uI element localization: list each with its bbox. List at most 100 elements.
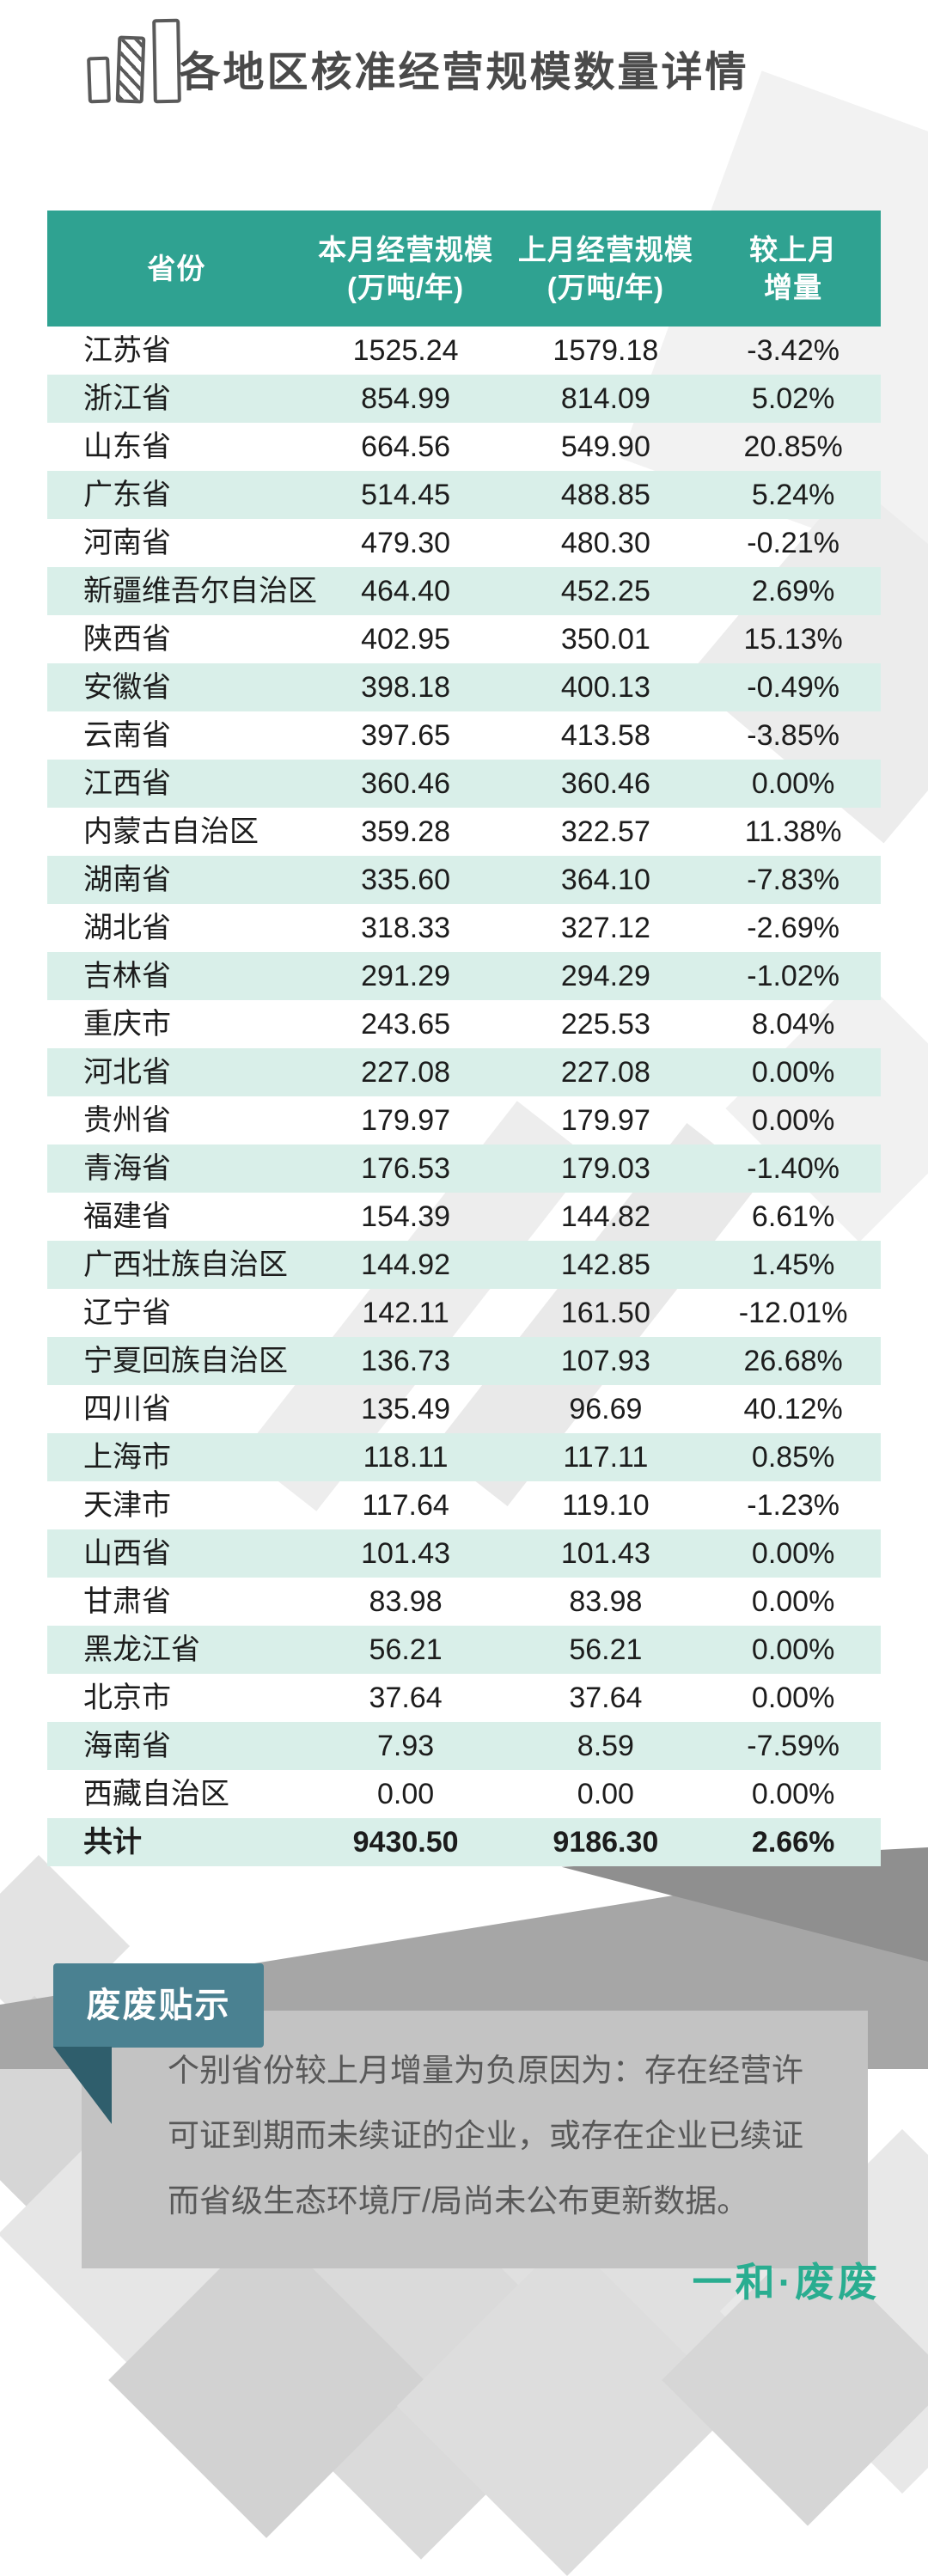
value-cell: 364.10	[560, 864, 650, 896]
province-cell: 山西省	[83, 1537, 171, 1570]
column-header-change: 较上月 增量	[705, 211, 881, 327]
value-cell: 144.82	[560, 1200, 650, 1233]
value-cell: 161.50	[560, 1297, 650, 1329]
value-cell: 179.97	[560, 1104, 650, 1137]
value-cell: 413.58	[560, 719, 650, 752]
value-cell: 360.46	[361, 767, 451, 800]
value-cell: 452.25	[560, 575, 650, 607]
province-cell: 陕西省	[83, 623, 171, 656]
value-cell: 294.29	[560, 960, 650, 992]
column-header-line: 本月经营规模	[318, 233, 494, 266]
table-row: 广西壮族自治区 144.92 142.85 1.45%	[47, 1241, 881, 1289]
value-cell: 514.45	[361, 479, 451, 511]
table-row: 内蒙古自治区 359.28 322.57 11.38%	[47, 808, 881, 856]
value-cell: 83.98	[369, 1585, 443, 1618]
value-cell: 135.49	[361, 1393, 451, 1425]
province-cell: 宁夏回族自治区	[83, 1345, 288, 1377]
value-cell: 119.10	[562, 1489, 650, 1522]
note-tab-fold	[53, 2047, 112, 2124]
table-row: 湖南省 335.60 364.10 -7.83%	[47, 856, 881, 904]
value-cell: 83.98	[569, 1585, 643, 1618]
column-header-line: (万吨/年)	[347, 271, 465, 303]
table-row: 浙江省 854.99 814.09 5.02%	[47, 375, 881, 423]
province-cell: 安徽省	[83, 671, 171, 704]
table-row: 北京市 37.64 37.64 0.00%	[47, 1674, 881, 1722]
value-cell: 101.43	[361, 1537, 451, 1570]
column-header-line: 较上月	[749, 233, 838, 266]
page-title: 各地区核准经营规模数量详情	[179, 50, 749, 95]
value-cell: 15.13%	[743, 623, 843, 656]
value-cell: 350.01	[560, 623, 650, 656]
value-cell: 144.92	[361, 1248, 451, 1281]
province-cell: 广西壮族自治区	[83, 1248, 288, 1281]
value-cell: 0.00%	[751, 1537, 835, 1570]
value-cell: -12.01%	[738, 1297, 848, 1329]
value-cell: 0.00%	[751, 1104, 835, 1137]
value-cell: 0.00%	[751, 1778, 835, 1810]
value-cell: 8.59	[577, 1730, 634, 1762]
value-cell: -3.42%	[747, 334, 839, 367]
value-cell: -2.69%	[747, 912, 839, 944]
column-header-line: 上月经营规模	[517, 233, 693, 266]
total-label-cell: 共计	[83, 1826, 142, 1859]
note-text: 个别省份较上月增量为负原因为：存在经营许可证到期而未续证的企业，或存在企业已续证…	[168, 2053, 803, 2219]
table-row: 湖北省 318.33 327.12 -2.69%	[47, 904, 881, 952]
value-cell: 56.21	[369, 1633, 443, 1666]
value-cell: 1579.18	[553, 334, 659, 367]
province-cell: 新疆维吾尔自治区	[83, 575, 317, 607]
table-row: 重庆市 243.65 225.53 8.04%	[47, 1000, 881, 1048]
province-cell: 上海市	[83, 1441, 171, 1474]
value-cell: 176.53	[361, 1152, 451, 1185]
value-cell: 318.33	[361, 912, 451, 944]
table-row: 黑龙江省 56.21 56.21 0.00%	[47, 1626, 881, 1674]
value-cell: 2.69%	[751, 575, 835, 607]
value-cell: 0.00%	[751, 1056, 835, 1089]
value-cell: 814.09	[560, 382, 650, 415]
value-cell: 227.08	[560, 1056, 650, 1089]
note-panel: 个别省份较上月增量为负原因为：存在经营许可证到期而未续证的企业，或存在企业已续证…	[82, 2011, 868, 2268]
value-cell: 142.85	[560, 1248, 650, 1281]
value-cell: 0.00	[577, 1778, 634, 1810]
table-row: 云南省 397.65 413.58 -3.85%	[47, 711, 881, 760]
province-cell: 山东省	[83, 430, 171, 463]
value-cell: 8.04%	[751, 1008, 835, 1041]
province-cell: 甘肃省	[83, 1585, 171, 1618]
province-cell: 海南省	[83, 1730, 171, 1762]
value-cell: 291.29	[361, 960, 451, 992]
value-cell: 26.68%	[743, 1345, 843, 1377]
value-cell: 549.90	[560, 430, 650, 463]
province-cell: 云南省	[83, 719, 171, 752]
value-cell: 56.21	[569, 1633, 643, 1666]
value-cell: 227.08	[361, 1056, 451, 1089]
table-row: 甘肃省 83.98 83.98 0.00%	[47, 1578, 881, 1626]
table-row: 西藏自治区 0.00 0.00 0.00%	[47, 1770, 881, 1818]
value-cell: 0.00%	[751, 1682, 835, 1714]
value-cell: 402.95	[361, 623, 451, 656]
value-cell: 179.03	[560, 1152, 650, 1185]
province-cell: 四川省	[83, 1393, 171, 1425]
value-cell: 20.85%	[743, 430, 843, 463]
value-cell: 480.30	[560, 527, 650, 559]
province-cell: 江西省	[83, 767, 171, 800]
table-row: 四川省 135.49 96.69 40.12%	[47, 1385, 881, 1433]
column-header-previous-month: 上月经营规模 (万吨/年)	[505, 211, 705, 327]
table-row: 新疆维吾尔自治区 464.40 452.25 2.69%	[47, 567, 881, 615]
value-cell: 117.11	[563, 1441, 649, 1474]
province-cell: 江苏省	[83, 334, 171, 367]
column-header-province: 省份	[47, 211, 306, 327]
province-cell: 广东省	[83, 479, 171, 511]
table-total-row: 共计 9430.50 9186.30 2.66%	[47, 1818, 881, 1866]
value-cell: 0.00%	[751, 767, 835, 800]
value-cell: 322.57	[560, 815, 650, 848]
value-cell: 5.02%	[751, 382, 835, 415]
value-cell: 0.85%	[751, 1441, 835, 1474]
value-cell: 37.64	[569, 1682, 643, 1714]
table-row: 广东省 514.45 488.85 5.24%	[47, 471, 881, 519]
table-row: 贵州省 179.97 179.97 0.00%	[47, 1096, 881, 1145]
table-row: 福建省 154.39 144.82 6.61%	[47, 1193, 881, 1241]
value-cell: 0.00%	[751, 1585, 835, 1618]
value-cell: -1.40%	[747, 1152, 839, 1185]
table-row: 青海省 176.53 179.03 -1.40%	[47, 1145, 881, 1193]
value-cell: 154.39	[361, 1200, 451, 1233]
province-cell: 内蒙古自治区	[83, 815, 259, 848]
